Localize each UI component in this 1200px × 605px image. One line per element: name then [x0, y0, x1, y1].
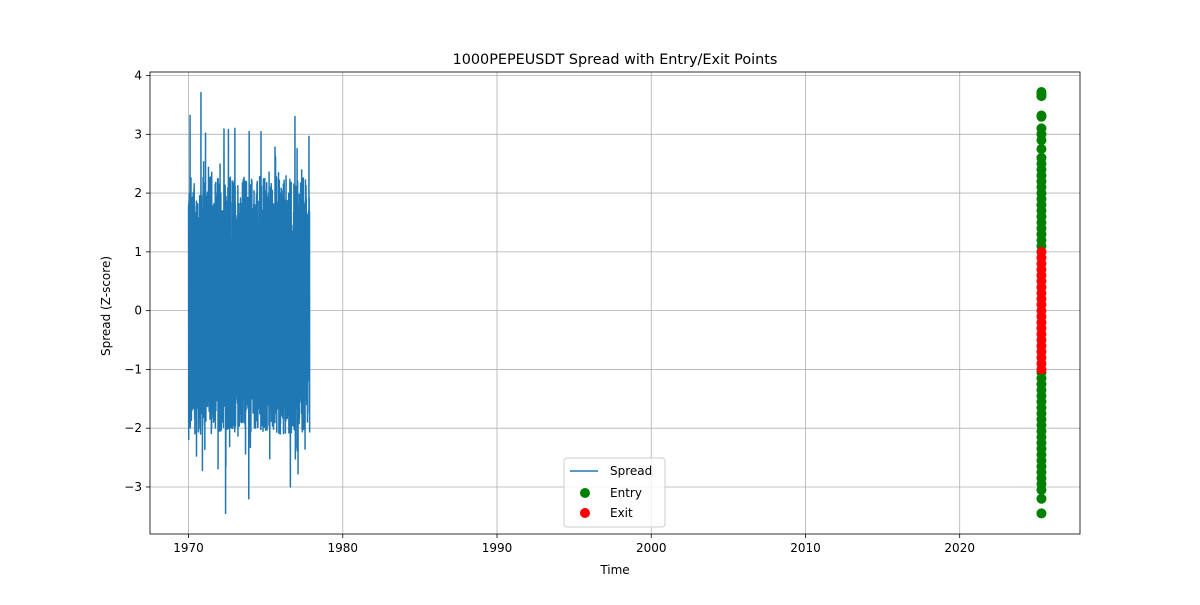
legend: Spread Entry Exit: [563, 457, 666, 528]
y-tick-label: 0: [134, 304, 142, 318]
y-tick-label: −3: [124, 480, 142, 494]
y-axis-label: Spread (Z-score): [99, 256, 113, 356]
legend-spread-label: Spread: [610, 464, 652, 478]
entry-point: [1036, 111, 1047, 122]
entry-point: [1036, 508, 1047, 519]
spread-line: [187, 91, 311, 515]
entry-point: [1036, 135, 1047, 146]
y-tick-label: 4: [134, 69, 142, 83]
y-tick-label: −1: [124, 362, 142, 376]
axis-ticks: 1970 1980 1990 2000 2010 2020 −3 −2 −1 0 1 2 3 4: [124, 69, 975, 555]
entry-series: [1036, 86, 1047, 519]
legend-entry-label: Entry: [610, 486, 642, 500]
exit-point: [1036, 364, 1047, 375]
chart-title: 1000PEPEUSDT Spread with Entry/Exit Poin…: [453, 52, 778, 68]
legend-box: [563, 457, 666, 528]
exit-series: [1036, 246, 1047, 375]
y-tick-label: −2: [124, 421, 142, 435]
plot-area-frame: [149, 71, 1081, 535]
x-tick-label: 2000: [636, 541, 667, 555]
x-axis-label: Time: [599, 563, 629, 577]
entry-point: [1036, 484, 1047, 495]
y-tick-label: 2: [134, 186, 142, 200]
legend-exit-swatch: [580, 508, 590, 518]
entry-point: [1036, 91, 1047, 102]
x-tick-label: 2020: [944, 541, 975, 555]
x-tick-label: 1970: [173, 541, 204, 555]
spread-series: [187, 91, 311, 515]
entry-point: [1036, 493, 1047, 504]
legend-exit-label: Exit: [610, 506, 633, 520]
x-tick-label: 1980: [328, 541, 359, 555]
legend-entry-swatch: [580, 488, 590, 498]
y-tick-label: 1: [134, 245, 142, 259]
x-tick-label: 1990: [482, 541, 513, 555]
y-tick-label: 3: [134, 127, 142, 141]
x-tick-label: 2010: [790, 541, 821, 555]
entry-point: [1036, 144, 1047, 154]
